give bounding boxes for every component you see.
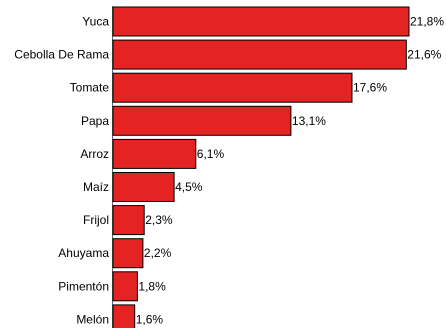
bar — [112, 172, 175, 202]
value-label: 13,1% — [292, 114, 326, 128]
bar — [112, 238, 144, 269]
category-label: Papa — [81, 114, 109, 128]
category-label: Arroz — [80, 147, 109, 161]
value-label: 2,2% — [144, 246, 172, 260]
value-label: 1,8% — [138, 279, 166, 293]
category-label: Cebolla De Rama — [14, 48, 109, 62]
value-label: 21,6% — [407, 48, 441, 62]
category-label: Yuca — [82, 15, 109, 29]
bar — [112, 271, 138, 302]
value-label: 2,3% — [145, 213, 173, 227]
bars-group: Yuca 21,8% Cebolla De Rama 21,6% Tomate 17,6%… — [14, 6, 444, 328]
bar — [112, 205, 145, 236]
value-label: 4,5% — [175, 180, 203, 194]
category-label: Tomate — [70, 81, 110, 95]
value-label: 21,8% — [410, 15, 444, 29]
category-label: Pimentón — [58, 279, 109, 293]
bar — [112, 72, 353, 103]
bar — [112, 6, 410, 37]
value-label: 1,6% — [136, 312, 164, 326]
bar — [112, 39, 407, 70]
bar — [112, 304, 136, 328]
category-label: Maíz — [83, 180, 109, 194]
category-label: Ahuyama — [58, 246, 109, 260]
category-label: Melón — [76, 312, 109, 326]
category-label: Frijol — [83, 213, 109, 227]
bar — [112, 105, 292, 136]
bar — [112, 138, 197, 169]
value-label: 17,6% — [353, 81, 387, 95]
value-label: 6,1% — [197, 147, 225, 161]
